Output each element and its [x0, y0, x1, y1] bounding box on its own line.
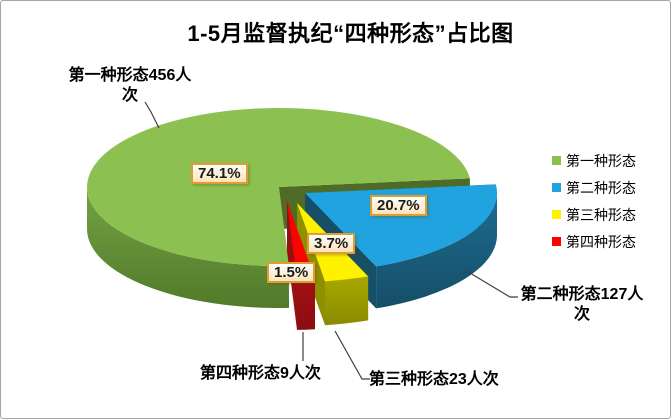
legend-label: 第四种形态 [566, 233, 636, 250]
legend-item: 第一种形态 [552, 147, 636, 174]
callout-fourth-form: 第四种形态9人次 [200, 365, 321, 382]
legend-label: 第二种形态 [566, 179, 636, 196]
callout-second-form: 第二种形态127人次 [520, 286, 644, 323]
callout-first-form: 第一种形态456人次 [68, 67, 192, 104]
pie-slice-top [305, 184, 498, 267]
legend-label: 第三种形态 [566, 206, 636, 223]
legend-swatch-icon [552, 156, 561, 165]
pie-slice-top [287, 201, 315, 280]
legend-label: 第一种形态 [566, 152, 636, 169]
leader-line [334, 330, 370, 380]
pie-slice-side [325, 276, 369, 326]
percent-label-third-form: 3.7% [307, 233, 356, 254]
callout-third-form: 第三种形态23人次 [369, 371, 499, 388]
legend-swatch-icon [552, 210, 561, 219]
legend: 第一种形态第二种形态第三种形态第四种形态 [552, 147, 636, 255]
leader-lines [144, 101, 518, 380]
legend-swatch-icon [552, 183, 561, 192]
pie-slice-side [376, 193, 498, 309]
legend-item: 第二种形态 [552, 174, 636, 201]
percent-label-fourth-form: 1.5% [267, 262, 316, 283]
legend-item: 第四种形态 [552, 228, 636, 255]
pie-slice-side [297, 279, 315, 330]
pie-slice-top [87, 108, 470, 267]
percent-label-first-form: 74.1% [191, 163, 248, 184]
legend-swatch-icon [552, 237, 561, 246]
legend-item: 第三种形态 [552, 201, 636, 228]
percent-label-second-form: 20.7% [370, 195, 427, 216]
chart-title: 1-5月监督执纪“四种形态”占比图 [187, 21, 514, 46]
leader-line [464, 269, 518, 298]
leader-line [144, 101, 160, 129]
pie-slice-side [87, 187, 289, 309]
